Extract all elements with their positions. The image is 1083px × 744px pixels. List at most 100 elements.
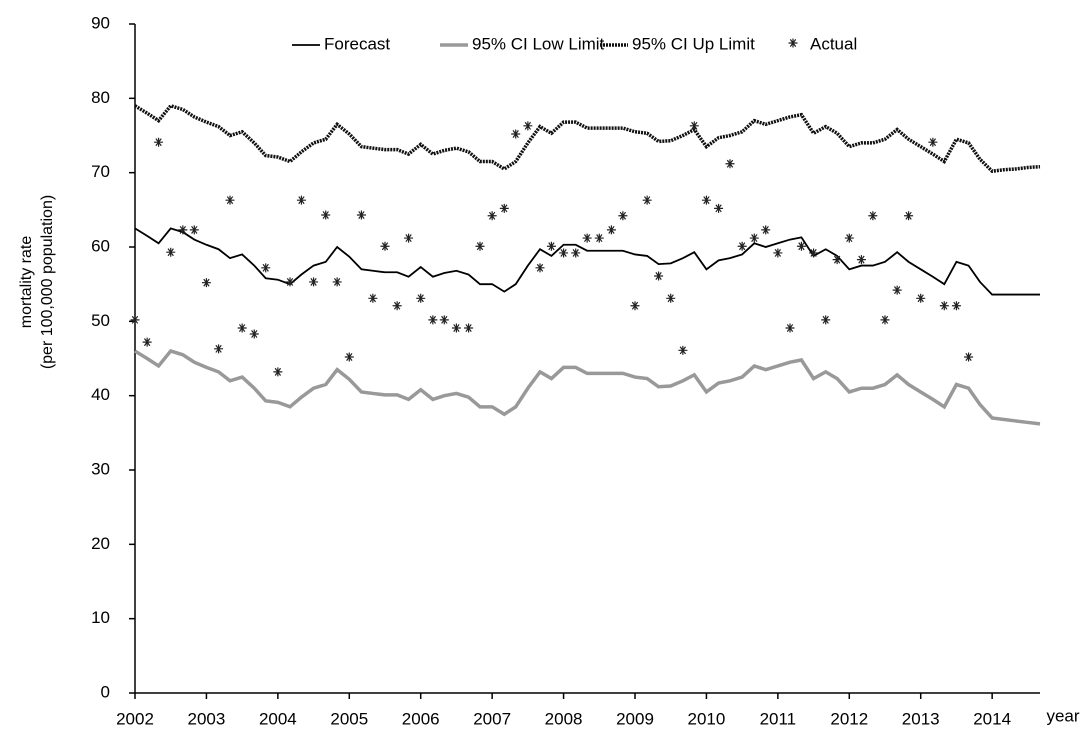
x-tick-label: 2012 xyxy=(830,709,868,728)
actual-point xyxy=(821,315,831,325)
actual-point xyxy=(142,337,152,347)
legend-label: 95% CI Up Limit xyxy=(632,34,755,53)
actual-point xyxy=(571,248,581,258)
actual-point xyxy=(523,121,533,131)
actual-point xyxy=(154,137,164,147)
actual-point xyxy=(832,255,842,265)
actual-point xyxy=(344,352,354,362)
y-tick-label: 10 xyxy=(91,608,110,627)
actual-point xyxy=(582,233,592,243)
x-tick-label: 2014 xyxy=(973,709,1011,728)
actual-point xyxy=(451,323,461,333)
actual-point xyxy=(201,278,211,288)
y-tick-label: 30 xyxy=(91,459,110,478)
actual-point xyxy=(487,211,497,221)
x-tick-label: 2011 xyxy=(760,709,797,728)
actual-point xyxy=(321,210,331,220)
actual-point xyxy=(844,233,854,243)
y-axis-label: mortality rate xyxy=(18,236,35,329)
actual-point xyxy=(964,352,974,362)
actual-point xyxy=(416,293,426,303)
legend-label: Forecast xyxy=(324,34,390,53)
actual-point xyxy=(714,203,724,213)
x-tick-label: 2008 xyxy=(545,709,583,728)
actual-point xyxy=(428,315,438,325)
actual-point xyxy=(773,248,783,258)
x-tick-label: 2002 xyxy=(116,709,154,728)
actual-point xyxy=(678,345,688,355)
actual-point xyxy=(249,329,259,339)
actual-point xyxy=(737,241,747,251)
y-tick-label: 80 xyxy=(91,88,110,107)
actual-point xyxy=(535,263,545,273)
legend-swatch xyxy=(788,38,798,48)
y-axis-label: (per 100,000 population) xyxy=(39,195,56,369)
actual-point xyxy=(796,241,806,251)
x-tick-label: 2013 xyxy=(902,709,940,728)
actual-point xyxy=(939,301,949,311)
legend-label: Actual xyxy=(810,34,857,53)
actual-point xyxy=(654,271,664,281)
actual-point xyxy=(499,203,509,213)
y-tick-label: 20 xyxy=(91,534,110,553)
actual-point xyxy=(951,301,961,311)
actual-point xyxy=(630,301,640,311)
actual-point xyxy=(928,137,938,147)
actual-point xyxy=(225,195,235,205)
actual-point xyxy=(309,277,319,287)
x-tick-label: 2003 xyxy=(188,709,226,728)
actual-point xyxy=(404,233,414,243)
actual-point xyxy=(178,225,188,235)
actual-point xyxy=(809,248,819,258)
actual-point xyxy=(666,293,676,303)
actual-point xyxy=(332,277,342,287)
x-tick-label: 2010 xyxy=(688,709,726,728)
actual-point xyxy=(892,285,902,295)
actual-point xyxy=(166,247,176,257)
actual-point xyxy=(594,233,604,243)
x-tick-label: 2007 xyxy=(473,709,511,728)
series-line xyxy=(134,103,1041,174)
actual-point xyxy=(439,315,449,325)
actual-point xyxy=(689,121,699,131)
actual-point xyxy=(725,159,735,169)
actual-point xyxy=(701,195,711,205)
actual-point xyxy=(237,323,247,333)
actual-point xyxy=(261,263,271,273)
actual-point xyxy=(868,211,878,221)
y-tick-label: 60 xyxy=(91,236,110,255)
x-tick-label: 2006 xyxy=(402,709,440,728)
actual-point xyxy=(475,241,485,251)
actual-point xyxy=(296,195,306,205)
series-line xyxy=(134,349,1041,426)
actual-point xyxy=(916,293,926,303)
actual-point xyxy=(749,233,759,243)
actual-point xyxy=(464,323,474,333)
y-tick-label: 40 xyxy=(91,385,110,404)
actual-point xyxy=(356,210,366,220)
x-tick-label: 2009 xyxy=(616,709,654,728)
actual-point xyxy=(511,129,521,139)
x-axis-label: year xyxy=(1046,706,1079,725)
actual-point xyxy=(618,211,628,221)
actual-point xyxy=(130,315,140,325)
actual-point xyxy=(273,367,283,377)
actual-point xyxy=(285,277,295,287)
actual-point xyxy=(189,225,199,235)
actual-point xyxy=(214,344,224,354)
actual-point xyxy=(761,225,771,235)
actual-point xyxy=(856,255,866,265)
legend-label: 95% CI Low Limit xyxy=(472,34,605,53)
actual-point xyxy=(380,241,390,251)
actual-point xyxy=(785,323,795,333)
x-tick-label: 2004 xyxy=(259,709,297,728)
actual-point xyxy=(559,248,569,258)
series-line xyxy=(134,227,1040,296)
actual-point xyxy=(880,315,890,325)
y-tick-label: 70 xyxy=(91,162,110,181)
actual-point xyxy=(606,225,616,235)
actual-point xyxy=(904,211,914,221)
actual-point xyxy=(368,293,378,303)
